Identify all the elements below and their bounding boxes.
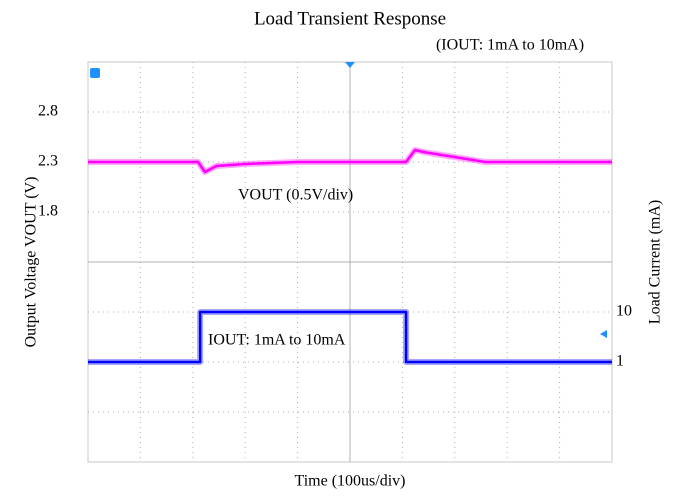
annotation: VOUT (0.5V/div) [238,187,353,204]
series-line [88,310,612,364]
series-line [88,148,612,174]
x-axis-label: Time (100us/div) [295,473,406,490]
division-grid [88,62,612,462]
y-tick-label: 2.8 [38,103,58,120]
trigger-marker [90,68,100,78]
level-marker [600,330,607,338]
y2-axis-label: Load Current (mA) [647,200,664,324]
y-tick-label: 1.8 [38,203,58,220]
y-tick-label: 2.3 [38,153,58,170]
chart-title: Load Transient Response [254,8,446,29]
y2-tick-label: 10 [616,303,632,320]
chart-subtitle: (IOUT: 1mA to 10mA) [436,37,584,54]
trigger-position [345,62,355,68]
y-axis-label: Output Voltage VOUT (V) [23,177,40,348]
y2-tick-label: 1 [616,353,624,370]
annotation: IOUT: 1mA to 10mA [208,332,346,349]
